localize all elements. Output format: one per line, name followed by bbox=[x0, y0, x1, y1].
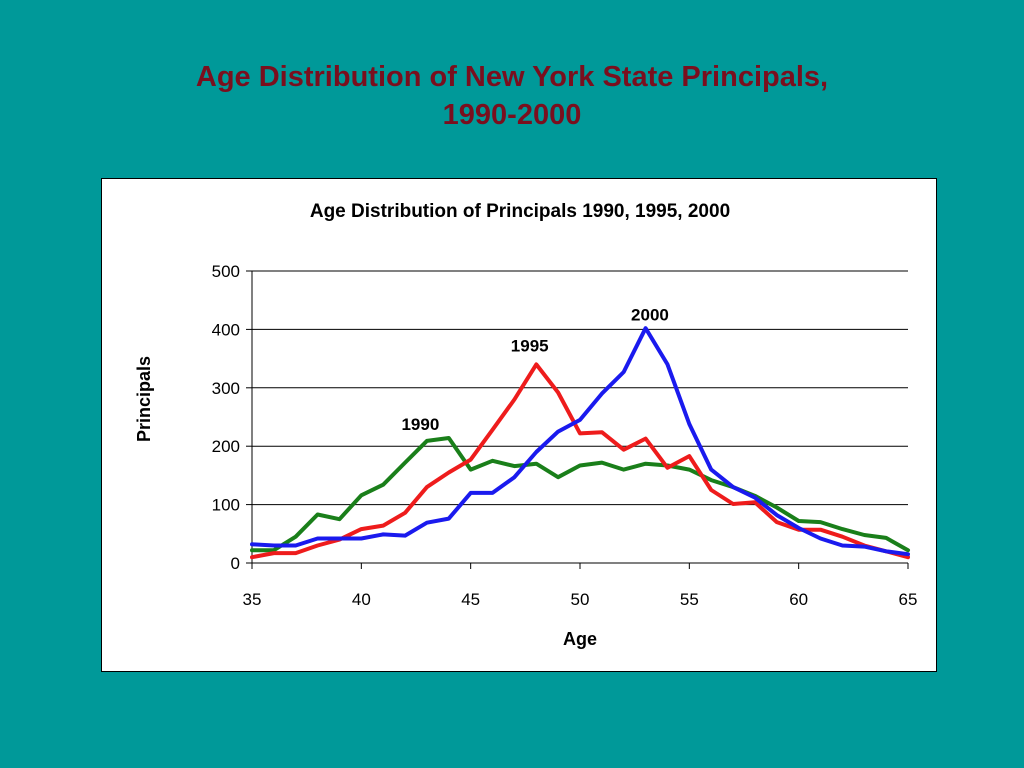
annotation-1990: 1990 bbox=[401, 415, 439, 434]
x-axis-title: Age bbox=[563, 629, 597, 649]
y-axis-ticks: 0 100 200 300 400 500 bbox=[212, 262, 252, 573]
x-axis-ticks: 35 40 45 50 55 60 65 bbox=[243, 563, 918, 609]
y-tick-label: 200 bbox=[212, 437, 240, 456]
series-lines bbox=[250, 326, 910, 560]
y-tick-label: 500 bbox=[212, 262, 240, 281]
x-tick-label: 45 bbox=[461, 590, 480, 609]
x-tick-label: 55 bbox=[680, 590, 699, 609]
series-line-1995 bbox=[250, 362, 910, 560]
annotation-2000: 2000 bbox=[631, 306, 669, 325]
x-tick-label: 65 bbox=[899, 590, 918, 609]
y-axis-title: Principals bbox=[134, 356, 154, 442]
y-tick-label: 100 bbox=[212, 496, 240, 515]
series-line-1990 bbox=[250, 436, 910, 553]
x-tick-label: 60 bbox=[789, 590, 808, 609]
x-tick-label: 35 bbox=[243, 590, 262, 609]
series-annotations: 1990 1995 2000 bbox=[401, 306, 668, 434]
slide-title: Age Distribution of New York State Princ… bbox=[0, 58, 1024, 134]
x-tick-label: 40 bbox=[352, 590, 371, 609]
y-tick-label: 300 bbox=[212, 379, 240, 398]
slide-title-line1: Age Distribution of New York State Princ… bbox=[195, 61, 829, 93]
y-tick-label: 400 bbox=[212, 320, 240, 339]
x-tick-label: 50 bbox=[571, 590, 590, 609]
line-chart: Age Distribution of Principals 1990, 199… bbox=[134, 201, 918, 649]
gridlines bbox=[252, 270, 908, 506]
y-tick-label: 0 bbox=[231, 554, 240, 573]
annotation-1995: 1995 bbox=[511, 337, 549, 356]
slide-title-line2: 1990-2000 bbox=[442, 99, 582, 131]
series-line-2000 bbox=[250, 326, 910, 557]
chart-title: Age Distribution of Principals 1990, 199… bbox=[310, 201, 730, 222]
chart-frame: Age Distribution of Principals 1990, 199… bbox=[101, 178, 937, 672]
